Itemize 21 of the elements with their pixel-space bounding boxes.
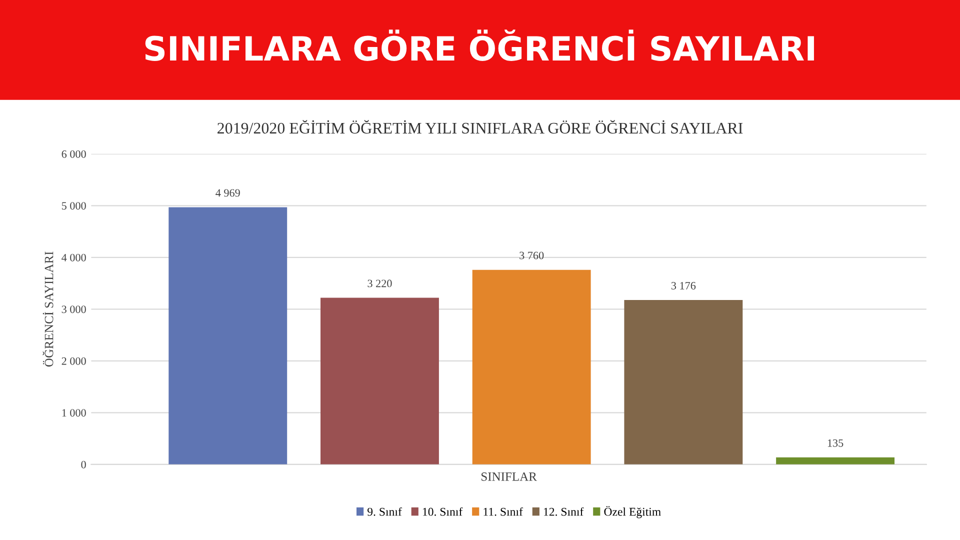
data-label: 4 969 (216, 189, 240, 197)
y-tick-label: 5 000 (62, 202, 86, 210)
data-label: 3 760 (520, 252, 544, 260)
data-label: 135 (828, 439, 844, 447)
y-tick-label: 1 000 (62, 409, 86, 417)
legend-label: 9. Sınıf (368, 507, 402, 516)
y-tick-label: 4 000 (62, 254, 86, 262)
y-tick-label: 3 000 (62, 306, 86, 314)
y-tick-label: 2 000 (62, 357, 86, 365)
legend-label: Özel Eğitim (604, 506, 661, 518)
legend-label: 10. Sınıf (423, 507, 463, 516)
y-axis-title: ÖĞRENCİ SAYILARI (42, 252, 54, 367)
chart-subtitle: 2019/2020 EĞİTİM ÖĞRETİM YILI SINIFLARA GÖRE ÖĞRENCİ SAYILARI (218, 120, 743, 134)
y-tick-label: 6 000 (62, 150, 86, 158)
x-axis-title: SINIFLAR (482, 472, 537, 481)
data-label: 3 220 (368, 280, 392, 288)
chart-title: SINIFLARA GÖRE ÖĞRENCİ SAYILARI (145, 30, 814, 61)
legend-label: 12. Sınıf (544, 507, 584, 516)
y-tick-label: 0 (81, 460, 86, 468)
data-label: 3 176 (671, 282, 696, 290)
legend-label: 11. Sınıf (484, 507, 523, 516)
